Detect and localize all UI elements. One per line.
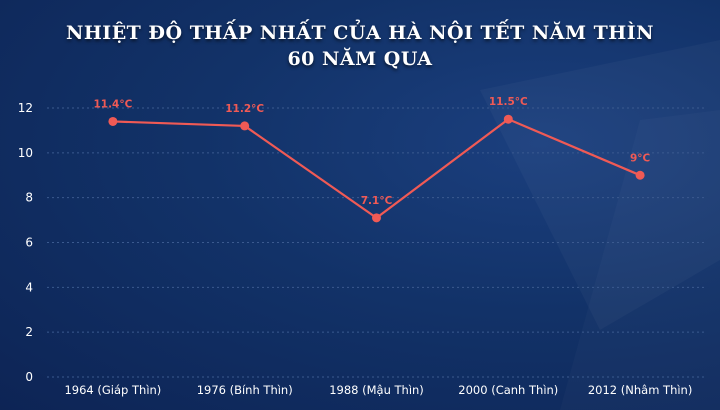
data-points [108,114,645,223]
x-tick-label: 1988 (Mậu Thìn) [329,383,424,397]
data-labels: 11.4°C 11.2°C 7.1°C 11.5°C 9°C [93,96,650,207]
x-tick-label: 2012 (Nhâm Thìn) [588,383,693,397]
y-tick-label: 12 [18,101,33,115]
chart-title-line2: 60 NĂM QUA [287,48,433,70]
y-tick-label: 0 [25,370,33,384]
data-point [503,114,513,124]
data-label: 9°C [630,152,651,164]
data-label: 11.4°C [93,98,132,110]
data-label: 11.5°C [489,96,528,108]
data-point [240,121,250,131]
y-tick-label: 2 [25,325,33,339]
data-label: 11.2°C [225,103,264,115]
y-tick-label: 10 [18,146,33,160]
x-tick-label: 1976 (Bính Thìn) [197,383,293,397]
y-tick-labels: 0 2 4 6 8 10 12 [18,101,33,384]
data-point [372,213,381,223]
y-tick-label: 6 [25,236,33,250]
chart-title-line1: NHIỆT ĐỘ THẤP NHẤT CỦA HÀ NỘI TẾT NĂM TH… [65,22,654,44]
x-tick-label: 1964 (Giáp Thìn) [64,383,161,397]
data-label: 7.1°C [361,195,393,207]
y-tick-label: 4 [25,280,33,294]
x-tick-label: 2000 (Canh Thìn) [458,383,558,397]
data-point [635,170,645,180]
y-tick-label: 8 [25,191,33,205]
data-point [108,116,118,126]
x-tick-labels: 1964 (Giáp Thìn) 1976 (Bính Thìn) 1988 (Mậ… [64,383,692,397]
